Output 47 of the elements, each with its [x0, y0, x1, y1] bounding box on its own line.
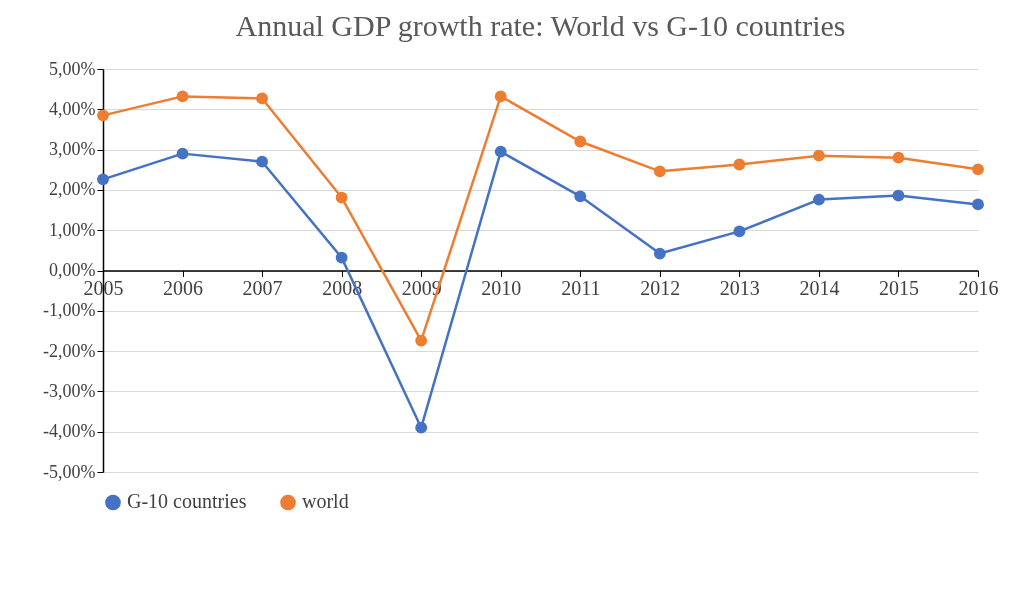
- point: [733, 158, 746, 171]
- point: [892, 151, 905, 164]
- chart-title: Annual GDP growth rate: World vs G-10 countries: [235, 9, 846, 42]
- point: [176, 147, 189, 160]
- point: [256, 92, 269, 105]
- legend-label: G-10 countries: [127, 490, 247, 513]
- point: [972, 163, 984, 176]
- y-tick-label: 2,00%: [49, 179, 96, 200]
- point: [335, 251, 348, 264]
- x-tick-label: 2006: [163, 277, 204, 299]
- x-tick-label: 2015: [878, 277, 919, 299]
- y-tick-label: -5,00%: [43, 461, 96, 482]
- x-tick-label: 2014: [799, 277, 840, 299]
- point: [256, 155, 269, 168]
- point: [574, 190, 587, 203]
- y-tick-label: -3,00%: [43, 380, 96, 401]
- point: [97, 173, 109, 186]
- point: [812, 149, 825, 162]
- legend-label: world: [302, 490, 349, 513]
- y-tick-label: -1,00%: [43, 300, 96, 321]
- point: [653, 247, 666, 260]
- point: [812, 193, 825, 206]
- y-tick-label: 0,00%: [49, 260, 96, 280]
- point: [972, 198, 984, 211]
- point: [176, 90, 189, 103]
- point: [494, 145, 507, 158]
- x-tick-label: 2011: [561, 277, 601, 299]
- x-tick-label: 2012: [640, 277, 681, 299]
- y-tick-label: 4,00%: [49, 98, 96, 119]
- x-tick-label: 2013: [719, 277, 760, 299]
- y-tick-label: -2,00%: [43, 340, 96, 361]
- point: [97, 109, 109, 122]
- point: [494, 90, 507, 103]
- x-tick-label: 2010: [481, 277, 522, 299]
- point: [335, 191, 348, 204]
- x-tick-label: 2016: [958, 277, 999, 299]
- point: [892, 189, 905, 202]
- point: [415, 334, 428, 347]
- x-tick-label: 2007: [242, 277, 283, 299]
- y-tick-label: -4,00%: [43, 421, 96, 442]
- point: [733, 225, 746, 238]
- point: [574, 135, 587, 148]
- point: [415, 421, 428, 434]
- y-tick-label: 1,00%: [49, 219, 96, 240]
- y-tick-label: 5,00%: [49, 58, 96, 79]
- y-tick-label: 3,00%: [49, 139, 96, 160]
- point: [653, 165, 666, 178]
